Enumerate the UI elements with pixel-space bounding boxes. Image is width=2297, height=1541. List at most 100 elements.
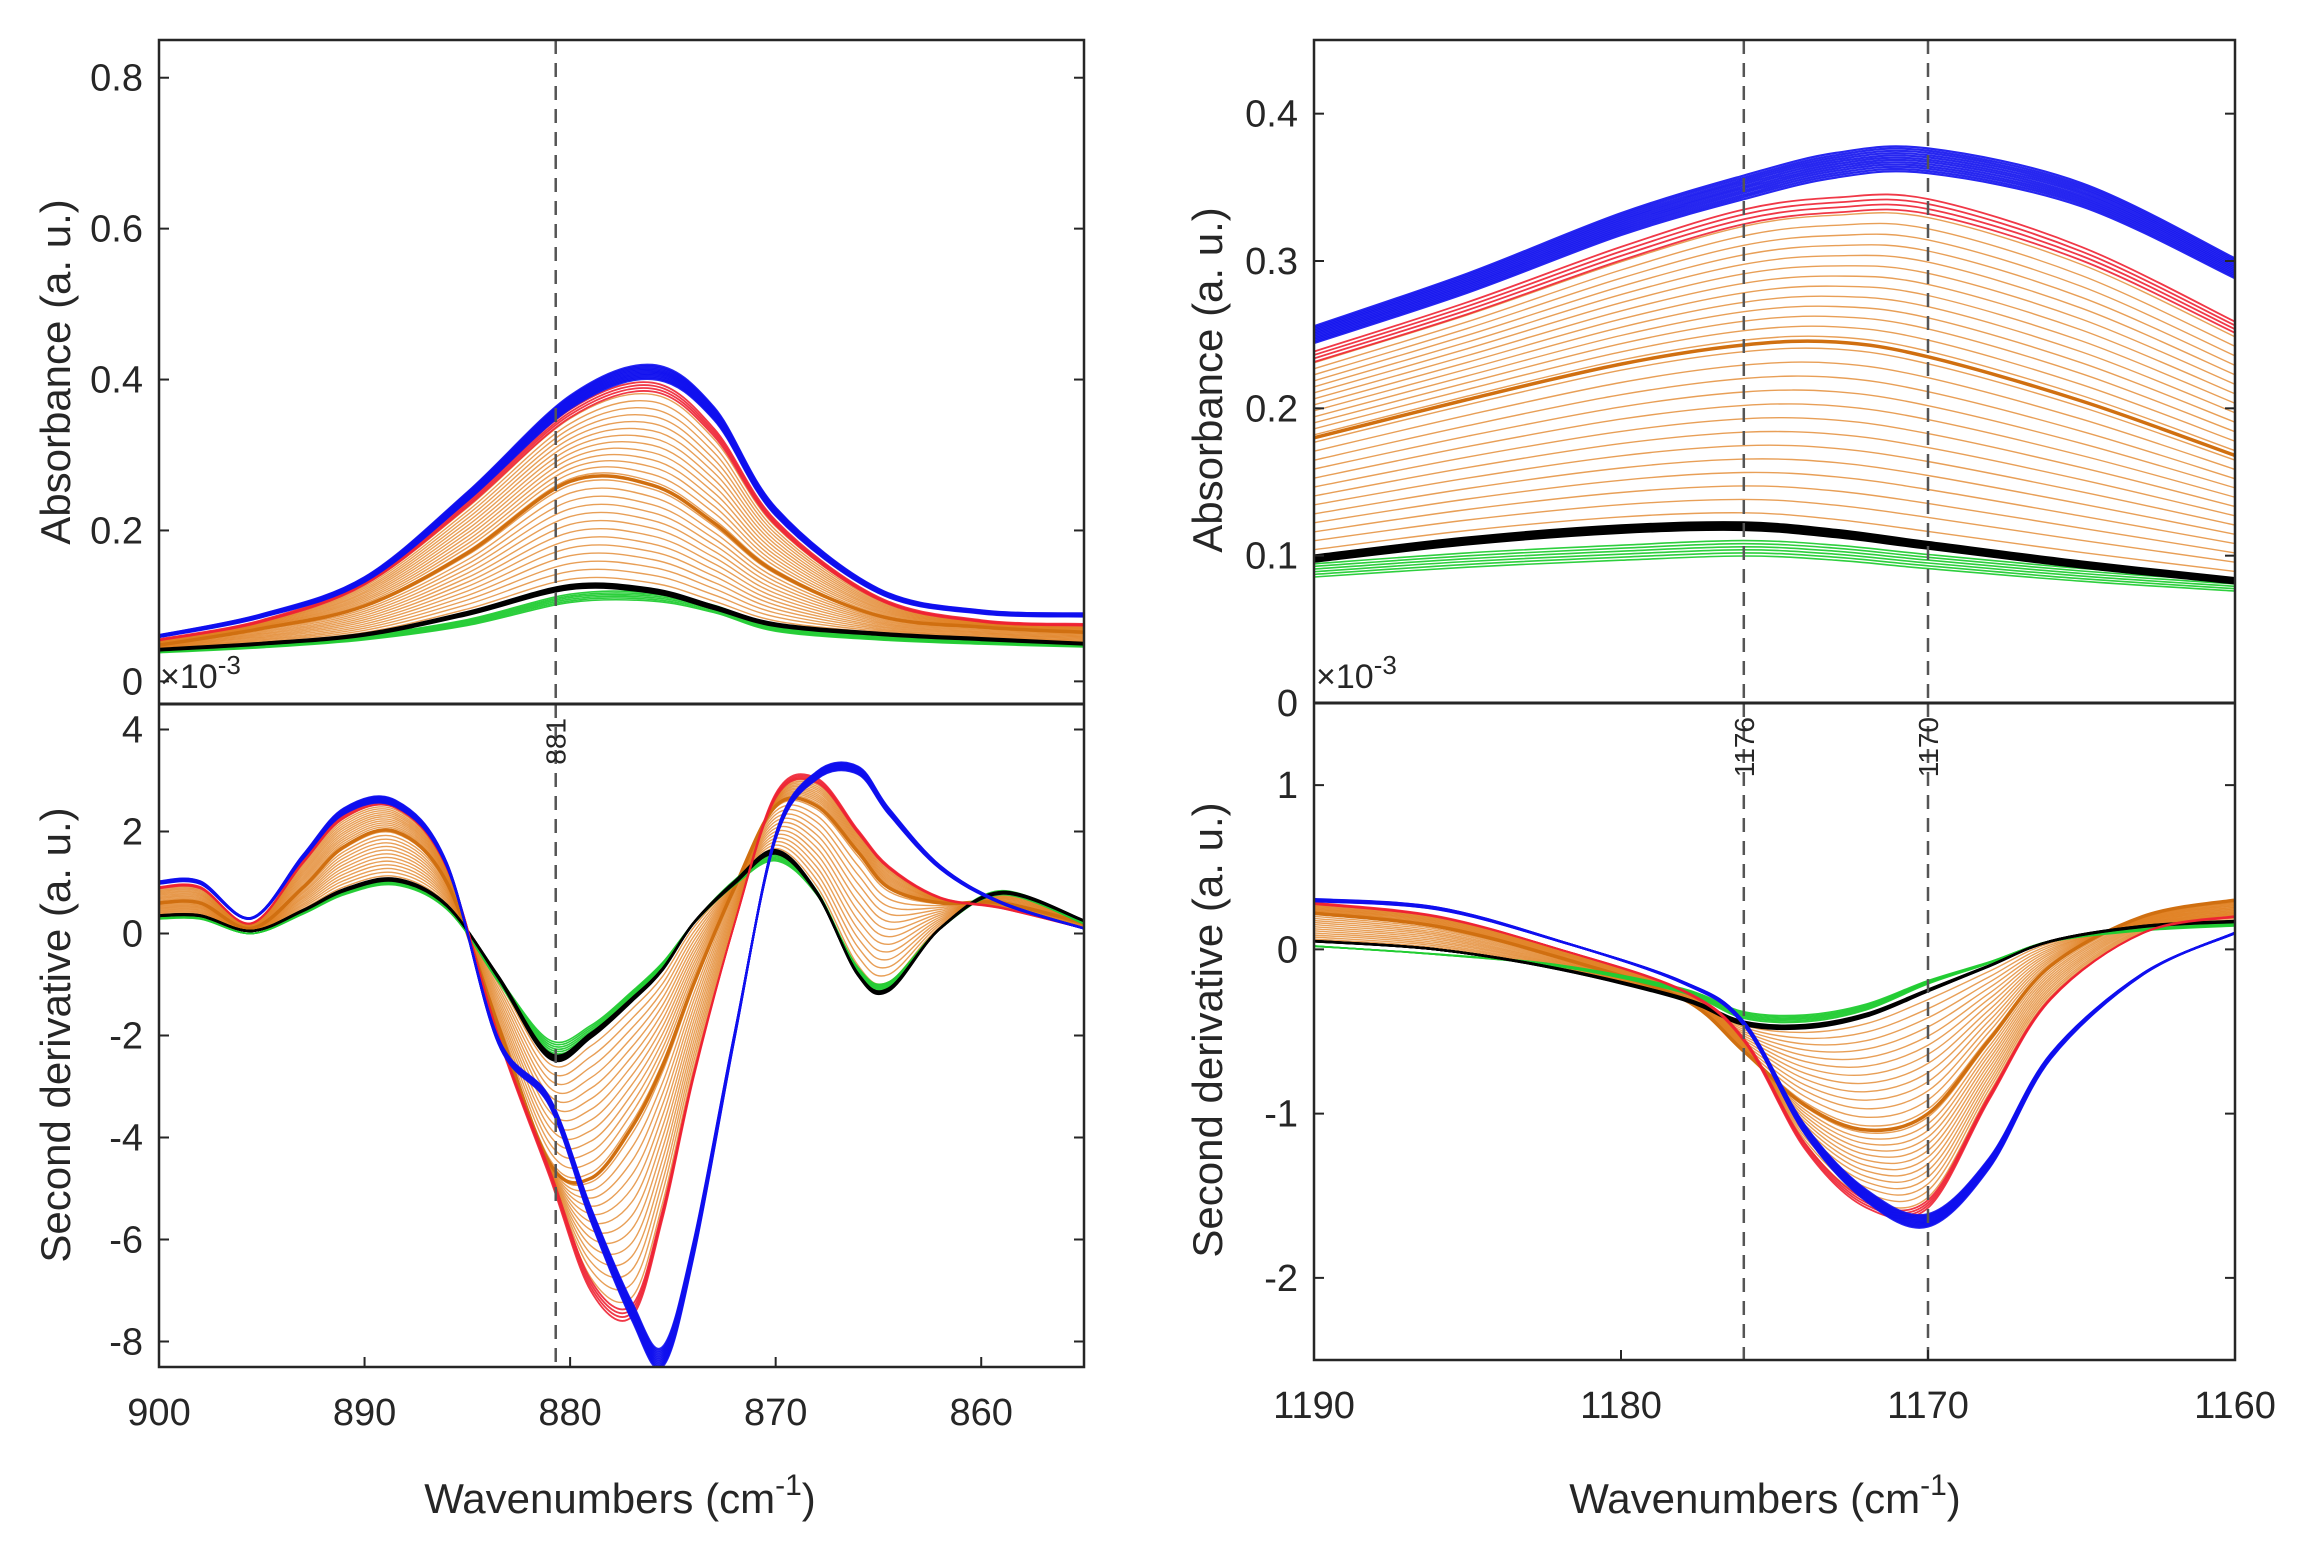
- left-absorbance-series-group: [159, 363, 1084, 654]
- right-absorbance-blue-series-line: [1314, 167, 2235, 343]
- right-absorbance-orange-series-line: [1314, 285, 2235, 406]
- right-absorbance-ytick-label: 0.4: [1245, 94, 1298, 136]
- right-derivative-marker-group: 1176 1170: [1729, 703, 1944, 1360]
- left-second-derivative-ytick-label: -6: [109, 1220, 143, 1262]
- left-second-derivative-orange-series-line: [159, 784, 1084, 1256]
- right-second-derivative-xtick-label: 1180: [1580, 1385, 1662, 1427]
- right-absorbance-orange-series-line: [1314, 417, 2235, 508]
- right-second-derivative-red-series-line: [1314, 901, 2235, 1220]
- left-multiplier: ×10-3: [160, 650, 241, 696]
- right-second-derivative-orange-series-line: [1314, 917, 2235, 1040]
- right-absorbance-ytick-label: 0: [1277, 683, 1298, 725]
- left-second-derivative-blue-series-line: [159, 761, 1084, 1367]
- right-absorbance-green-series-line: [1314, 549, 2235, 588]
- left-second-derivative-orange-series-line: [159, 808, 1084, 1160]
- left-absorbance-ytick-label: 0: [122, 661, 143, 703]
- right-absorbance-orange-mean-line: [1314, 339, 2235, 458]
- right-second-derivative-ytick-label: 1: [1277, 765, 1298, 807]
- left-second-derivative-ytick-label: -4: [109, 1118, 143, 1160]
- right-second-derivative-ytick-label: -1: [1264, 1094, 1298, 1136]
- right-second-derivative-orange-series-line: [1314, 909, 2235, 1077]
- left-absorbance-green-series-line: [159, 598, 1084, 654]
- right-absorbance-orange-series-line: [1314, 498, 2235, 563]
- right-absorbance-red-series-line: [1314, 208, 2235, 363]
- left-second-derivative-marker-label-881: 881: [541, 718, 572, 765]
- left-second-derivative-ytick-label: -8: [109, 1322, 143, 1364]
- left-second-derivative-orange-series-line: [159, 796, 1084, 1187]
- left-absorbance-green-series-line: [159, 595, 1084, 653]
- right-absorbance-orange-series-line: [1314, 485, 2235, 554]
- right-absorbance-red-series-line: [1314, 198, 2235, 356]
- left-xlabel-end: ): [802, 1475, 816, 1522]
- left-second-derivative-orange-series-line: [159, 779, 1084, 1291]
- left-absorbance-orange-series-line: [159, 414, 1084, 643]
- left-derivative-ylabel: Second derivative (a. u.): [32, 807, 79, 1262]
- left-absorbance-green-series-line: [159, 597, 1084, 653]
- left-absorbance-red-series-line: [159, 384, 1084, 641]
- right-absorbance-ytick-label: 0.2: [1245, 388, 1298, 430]
- left-second-derivative-ytick-label: 4: [122, 710, 143, 752]
- left-derivative-marker-group: 881: [541, 704, 572, 1367]
- right-second-derivative-orange-series-line: [1314, 904, 2235, 1101]
- right-absorbance-orange-series-line: [1314, 471, 2235, 545]
- left-absorbance-ylabel: Absorbance (a. u.): [32, 199, 79, 545]
- left-absorbance-black-series-line: [159, 582, 1084, 651]
- right-second-derivative-marker-label-1170: 1170: [1913, 717, 1944, 777]
- left-absorbance-ytick-label: 0.8: [90, 58, 143, 100]
- left-second-derivative-orange-series-line: [159, 813, 1084, 1150]
- left-second-derivative-orange-series-line: [159, 829, 1084, 1113]
- left-second-derivative-blue-series-line: [159, 762, 1084, 1367]
- right-absorbance-orange-series-line: [1314, 315, 2235, 433]
- left-second-derivative-xtick-label: 870: [744, 1392, 807, 1434]
- right-absorbance-blue-series-line: [1314, 154, 2235, 334]
- right-second-derivative-orange-series-line: [1314, 908, 2235, 1085]
- right-second-derivative-orange-mean-line: [1314, 898, 2235, 1133]
- right-absorbance-orange-series-line: [1314, 244, 2235, 382]
- right-absorbance-orange-series-line: [1314, 305, 2235, 423]
- right-second-derivative-black-series-line: [1314, 919, 2235, 1031]
- right-absorbance-red-series-line: [1314, 203, 2235, 360]
- left-second-derivative-orange-series-line: [159, 787, 1084, 1234]
- left-multiplier-base: ×10: [160, 658, 218, 696]
- left-absorbance-orange-series-line: [159, 427, 1084, 643]
- right-absorbance-ytick-label: 0.3: [1245, 241, 1298, 283]
- right-absorbance-orange-series-line: [1314, 265, 2235, 394]
- left-second-derivative-orange-series-line: [159, 777, 1084, 1304]
- right-absorbance-orange-series-line: [1314, 254, 2235, 388]
- left-second-derivative-blue-series-line: [159, 764, 1084, 1361]
- left-absorbance-orange-series-line: [159, 503, 1084, 647]
- left-second-derivative-orange-series-line: [159, 790, 1084, 1216]
- left-second-derivative-red-series-line: [159, 776, 1084, 1315]
- left-column: 0 0.2 0.4 0.6 0.8 Absorbance (a. u.) ×10-3 8…: [32, 38, 1086, 1522]
- right-xlabel-main: Wavenumbers (cm: [1569, 1475, 1920, 1522]
- right-absorbance-orange-series-line: [1314, 325, 2235, 442]
- right-xlabel-sup: -1: [1920, 1469, 1947, 1502]
- right-panel-frame: [1312, 38, 2237, 1362]
- left-absorbance-orange-series-line: [159, 447, 1084, 645]
- left-second-derivative-orange-series-line: [159, 791, 1084, 1207]
- right-absorbance-blue-series-line: [1314, 165, 2235, 342]
- right-absorbance-series-group: [1314, 145, 2235, 592]
- left-second-derivative-orange-series-line: [159, 825, 1084, 1122]
- right-absorbance-orange-series-line: [1314, 335, 2235, 452]
- right-absorbance-tick-group: 0 0.1 0.2 0.3 0.4: [1245, 94, 2235, 725]
- left-second-derivative-xtick-label: 880: [538, 1392, 601, 1434]
- left-second-derivative-xtick-label: 890: [333, 1392, 396, 1434]
- right-derivative-panel: 1176 1170 1 0 -1 -2 1190 1180 1170 1160 Second d…: [1184, 703, 2276, 1427]
- left-second-derivative-red-series-line: [159, 777, 1084, 1311]
- right-absorbance-blue-series-line: [1314, 161, 2235, 339]
- left-second-derivative-blue-series-line: [159, 764, 1084, 1363]
- left-absorbance-orange-mean-line: [159, 474, 1084, 647]
- right-absorbance-blue-series-line: [1314, 147, 2235, 329]
- left-xlabel: Wavenumbers (cm-1): [424, 1469, 816, 1522]
- left-derivative-tick-group: 4 2 0 -2 -4 -6 -8 900 890 880 870 860: [109, 710, 1084, 1434]
- right-second-derivative-orange-series-line: [1314, 903, 2235, 1110]
- left-absorbance-orange-series-line: [159, 407, 1084, 642]
- right-derivative-series-group: [1314, 897, 2235, 1229]
- left-second-derivative-blue-series-line: [159, 767, 1084, 1356]
- right-xlabel: Wavenumbers (cm-1): [1569, 1469, 1961, 1522]
- left-second-derivative-ytick-label: 0: [122, 914, 143, 956]
- left-absorbance-orange-series-line: [159, 460, 1084, 645]
- right-absorbance-orange-series-line: [1314, 361, 2235, 471]
